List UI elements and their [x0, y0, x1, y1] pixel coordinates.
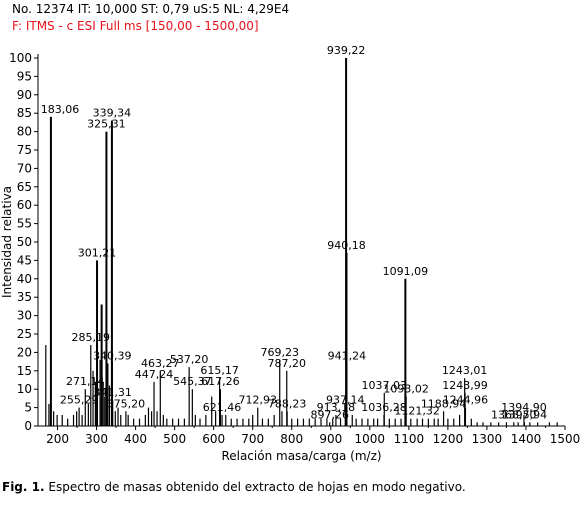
x-tick-label: 1500 [550, 432, 580, 446]
scan-header: No. 12374 IT: 10,000 ST: 0,79 uS:5 NL: 4… [12, 2, 290, 16]
x-tick-label: 300 [85, 432, 108, 446]
peak-label: 1037,03 [362, 379, 408, 392]
peak-label: 545,37 [173, 375, 212, 388]
x-tick-label: 900 [319, 432, 342, 446]
peak-label: 447,24 [135, 368, 174, 381]
peak-label: 617,26 [201, 375, 240, 388]
y-tick-label: 70 [17, 161, 32, 175]
caption-label: Fig. 1. [2, 480, 45, 494]
peak-label: 1188,94 [421, 397, 467, 410]
y-tick-label: 90 [17, 88, 32, 102]
y-tick-label: 50 [17, 235, 32, 249]
peak-label: 301,21 [78, 246, 117, 259]
peak-label: 769,23 [260, 346, 299, 359]
y-tick-label: 95 [17, 69, 32, 83]
x-tick-label: 1100 [394, 432, 425, 446]
y-tick-label: 100 [9, 51, 32, 65]
y-tick-label: 5 [24, 401, 32, 415]
peak-label: 788,23 [268, 397, 307, 410]
peak-label: 940,18 [327, 239, 366, 252]
x-tick-label: 500 [163, 432, 186, 446]
y-tick-label: 75 [17, 143, 32, 157]
peak-label: 271,14 [66, 375, 105, 388]
spectrum-peaks [45, 58, 558, 426]
peak-label: 285,19 [72, 331, 111, 344]
peak-label: 183,06 [41, 103, 80, 116]
filter-header: F: ITMS - c ESI Full ms [150,00 - 1500,0… [12, 19, 259, 33]
peak-label: 463,27 [141, 357, 180, 370]
peak-label: 1036,28 [361, 401, 407, 414]
caption-text: Espectro de masas obtenido del extracto … [44, 480, 466, 494]
y-tick-label: 0 [24, 419, 32, 433]
peak-label: 897,26 [310, 408, 349, 421]
x-tick-label: 1300 [472, 432, 503, 446]
x-tick-label: 1400 [511, 432, 542, 446]
peak-label: 537,20 [170, 353, 209, 366]
peak-label: 1121,32 [394, 405, 440, 418]
peak-label: 787,20 [267, 357, 306, 370]
y-tick-labels: 0 5 10 15 20 25 30 35 40 45 50 55 60 65 70 75 80 85 90 95 10… [9, 51, 32, 433]
y-tick-label: 60 [17, 198, 32, 212]
x-tick-label: 400 [124, 432, 147, 446]
peak-label: 1243,99 [442, 379, 488, 392]
x-tick-label: 700 [241, 432, 264, 446]
y-tick-label: 55 [17, 217, 32, 231]
y-axis-label: Intensidad relativa [0, 186, 14, 298]
y-tick-label: 20 [17, 345, 32, 359]
peak-label: 1394,90 [501, 401, 547, 414]
peak-label: 941,24 [328, 349, 367, 362]
x-tick-label: 800 [280, 432, 303, 446]
peak-label: 1093,02 [383, 383, 429, 396]
y-tick-label: 45 [17, 253, 32, 267]
x-tick-label: 600 [202, 432, 225, 446]
y-tick-label: 35 [17, 290, 32, 304]
peak-label: 1091,09 [383, 265, 429, 278]
peak-label: 937,14 [326, 394, 365, 407]
peak-label: 340,39 [93, 349, 132, 362]
figure-caption: Fig. 1. Espectro de masas obtenido del e… [2, 480, 466, 494]
y-tick-label: 65 [17, 180, 32, 194]
peak-label: 255,29 [60, 394, 99, 407]
peak-label: 1395,94 [502, 408, 548, 421]
peak-label: 1244,96 [443, 394, 489, 407]
peak-label: 712,93 [239, 394, 278, 407]
peak-label: 939,22 [327, 44, 366, 57]
y-tick-label: 40 [17, 272, 32, 286]
peak-label: 339,34 [93, 107, 132, 120]
y-tick-label: 30 [17, 309, 32, 323]
peak-label: 325,31 [87, 118, 126, 131]
peak-label: 1243,01 [442, 364, 488, 377]
mass-spectrum-chart: 0 5 10 15 20 25 30 35 40 45 50 55 60 65 70 75 80 85 90 95 10… [0, 44, 580, 463]
peak-label: 341,31 [93, 386, 132, 399]
y-tick-label: 10 [17, 382, 32, 396]
peak-label: 913,18 [317, 401, 356, 414]
peak-label: 1368,70 [491, 408, 537, 421]
y-tick-label: 85 [17, 106, 32, 120]
x-tick-label: 1000 [355, 432, 386, 446]
peak-labels: 183,06 255,29 271,14 285,19 301,21 325,31339,… [41, 44, 547, 421]
y-tick-label: 25 [17, 327, 32, 341]
peak-label: 615,17 [200, 364, 239, 377]
y-tick-label: 15 [17, 364, 32, 378]
x-tick-labels: 200 300 400 500 600 700 800 900 1000 1100 1200 1300… [46, 432, 580, 446]
y-tick-label: 80 [17, 125, 32, 139]
x-axis-label: Relación masa/carga (m/z) [221, 449, 381, 463]
x-tick-label: 1200 [433, 432, 464, 446]
peak-label: 375,20 [107, 397, 146, 410]
x-tick-label: 200 [46, 432, 69, 446]
axis-ticks [34, 57, 566, 430]
peak-label: 621,46 [203, 401, 242, 414]
